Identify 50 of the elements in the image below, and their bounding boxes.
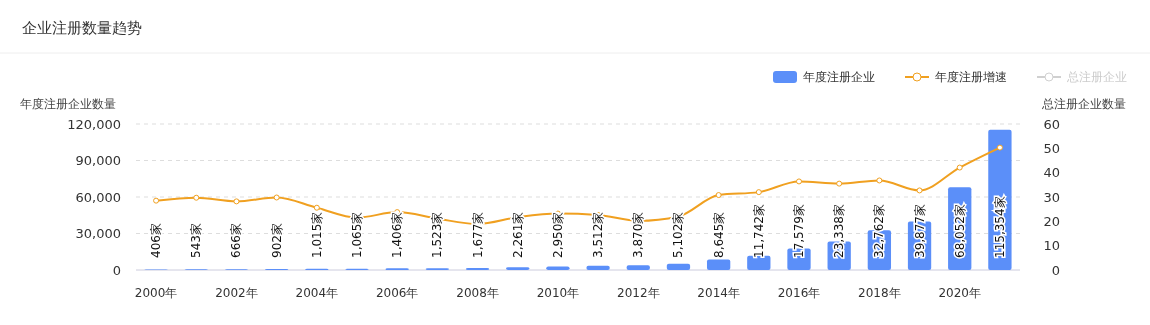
x-tick-label: 2002年: [215, 285, 258, 300]
data-label: 543家: [189, 223, 204, 258]
y2-tick-label: 30: [1043, 189, 1060, 205]
data-label: 666家: [229, 223, 244, 258]
data-label: 1,523家: [430, 211, 445, 258]
legend-label: 年度注册企业: [803, 70, 875, 84]
data-label: 2,950家: [550, 211, 565, 258]
y-tick-label: 0: [112, 262, 121, 278]
data-label: 3,870家: [631, 211, 646, 258]
data-label: 115,354家: [992, 196, 1007, 258]
data-label: 11,742家: [751, 204, 766, 258]
x-tick-label: 2004年: [295, 285, 339, 300]
y2-axis-title: 总注册企业数量: [1041, 97, 1126, 111]
data-label: 68,052家: [952, 204, 967, 258]
data-label: 3,512家: [591, 211, 606, 258]
x-tick-label: 2000年: [134, 285, 178, 300]
legend-label: 年度注册增速: [935, 70, 1007, 84]
x-tick-label: 2012年: [617, 285, 660, 300]
data-label: 5,102家: [671, 211, 686, 258]
x-tick-label: 2010年: [536, 285, 580, 300]
data-label: 32,762家: [872, 204, 887, 258]
data-label: 1,406家: [390, 211, 405, 258]
y2-tick-label: 10: [1043, 238, 1060, 254]
data-label: 17,579家: [792, 204, 806, 258]
y-tick-label: 60,000: [75, 189, 121, 205]
x-tick-label: 2014年: [697, 285, 740, 300]
y-tick-label: 120,000: [67, 116, 121, 132]
x-tick-label: 2016年: [777, 285, 821, 300]
y-tick-label: 30,000: [75, 226, 121, 242]
y-axis-title: 年度注册企业数量: [20, 97, 116, 111]
data-label: 1,677家: [470, 211, 485, 258]
data-label: 902家: [269, 223, 284, 258]
data-label: 8,645家: [711, 211, 726, 258]
y2-tick-label: 60: [1043, 116, 1060, 132]
x-tick-label: 2020年: [938, 285, 981, 300]
y2-tick-label: 0: [1051, 262, 1060, 278]
x-tick-label: 2006年: [375, 285, 419, 300]
x-tick-label: 2008年: [456, 285, 499, 300]
data-label: 406家: [149, 223, 164, 258]
data-label: 1,065家: [350, 211, 364, 258]
data-label: 2,261家: [510, 211, 525, 258]
x-tick-label: 2018年: [858, 285, 901, 300]
chart-title: 企业注册数量趋势: [22, 19, 142, 37]
data-label: 1,015家: [309, 211, 324, 258]
y2-tick-label: 50: [1043, 140, 1060, 156]
y-tick-label: 90,000: [75, 153, 121, 169]
y2-tick-label: 20: [1043, 213, 1060, 229]
data-label: 23,338家: [832, 204, 847, 258]
y2-tick-label: 40: [1043, 165, 1060, 181]
data-label: 39,877家: [912, 204, 927, 258]
